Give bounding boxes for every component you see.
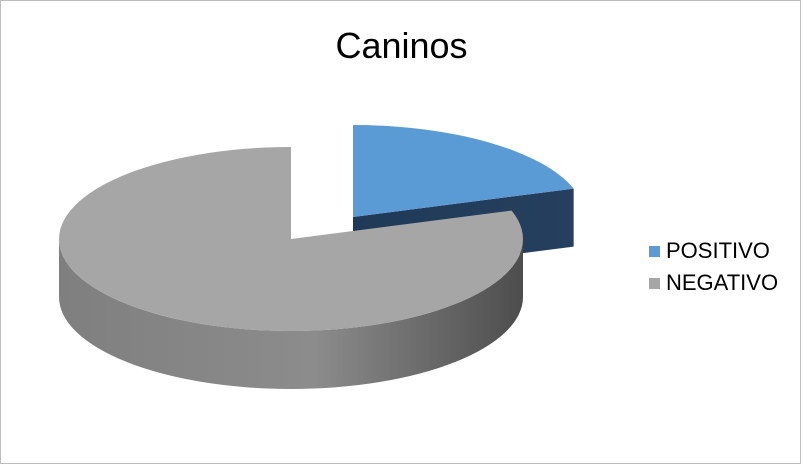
chart-legend: POSITIVO NEGATIVO xyxy=(649,235,778,299)
legend-item-positivo: POSITIVO xyxy=(649,235,778,267)
pie-slice-negativo xyxy=(58,147,523,331)
legend-item-negativo: NEGATIVO xyxy=(649,267,778,299)
chart-title: Caninos xyxy=(335,25,468,66)
legend-label-positivo: POSITIVO xyxy=(666,238,770,263)
pie-slice-positivo xyxy=(353,125,574,217)
legend-swatch-positivo xyxy=(649,245,660,257)
legend-swatch-negativo xyxy=(649,277,660,289)
pie-side-negativo xyxy=(59,239,523,389)
legend-label-negativo: NEGATIVO xyxy=(666,270,779,295)
